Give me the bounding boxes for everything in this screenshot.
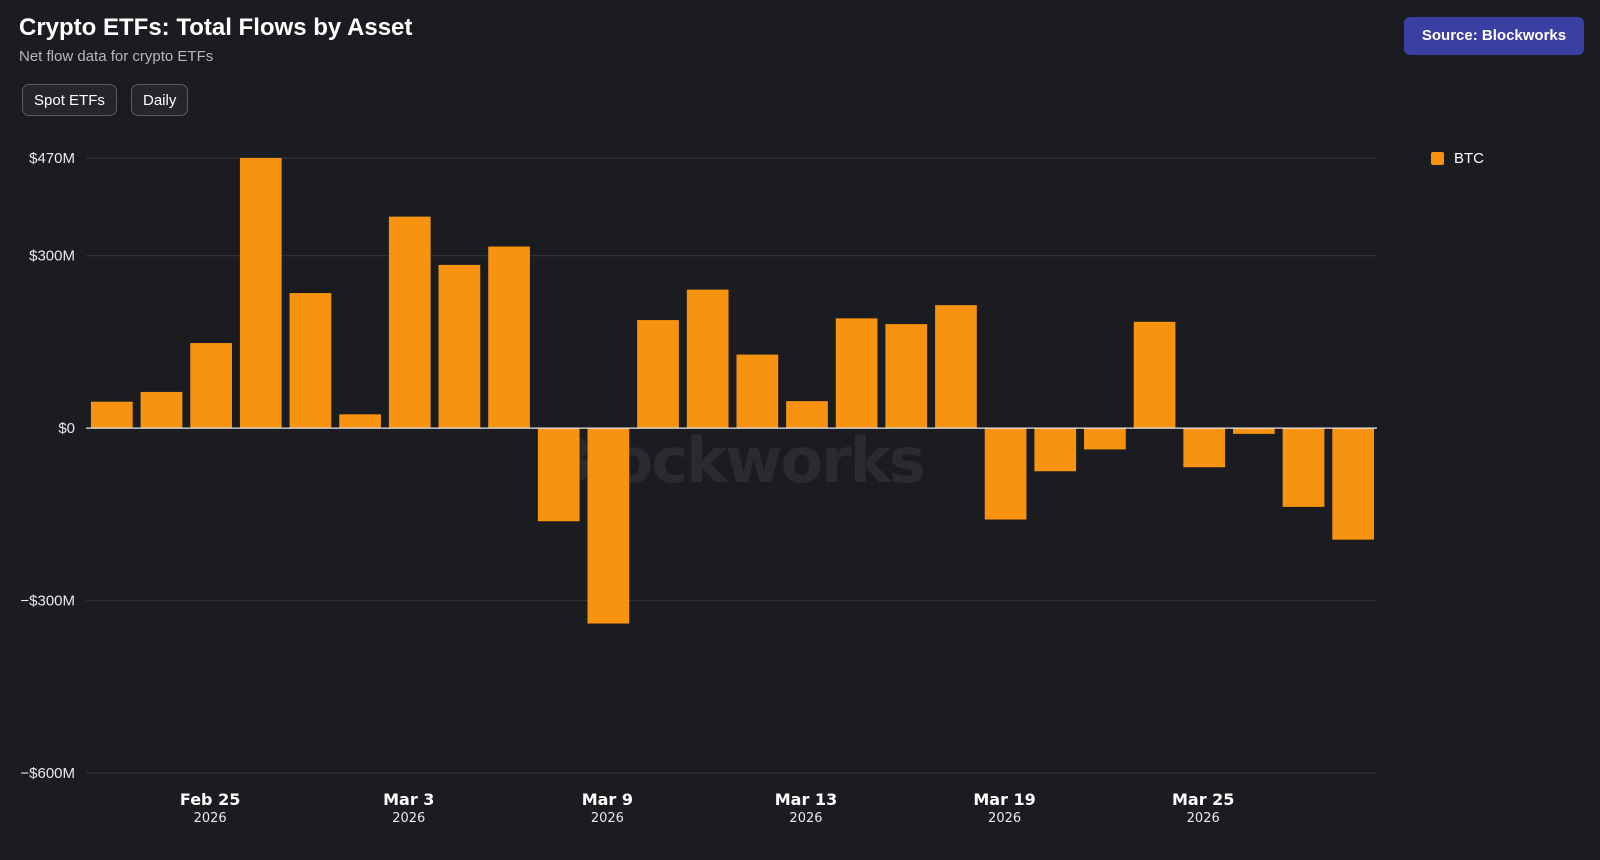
bar-btc[interactable] xyxy=(190,343,232,429)
x-tick-label: Feb 25 xyxy=(180,790,240,809)
bar-btc[interactable] xyxy=(140,391,183,429)
bar-btc[interactable] xyxy=(339,414,381,429)
grid-lines xyxy=(86,157,1377,774)
chart-title: Crypto ETFs: Total Flows by Asset xyxy=(19,14,413,41)
daily-interval-button[interactable]: Daily xyxy=(131,84,189,116)
bar-btc[interactable] xyxy=(537,428,580,522)
bar-btc[interactable] xyxy=(438,264,481,429)
y-tick-label: $0 xyxy=(58,420,75,437)
x-tick-year: 2026 xyxy=(194,811,227,826)
bar-btc[interactable] xyxy=(1133,321,1176,429)
bar-btc[interactable] xyxy=(835,318,878,429)
bar-btc[interactable] xyxy=(90,401,133,429)
y-tick-label: $300M xyxy=(29,248,75,265)
bar-btc[interactable] xyxy=(686,289,729,429)
x-tick-label: Mar 19 xyxy=(973,790,1035,809)
bars xyxy=(90,158,1375,624)
y-tick-label: −$600M xyxy=(20,765,75,782)
bar-btc[interactable] xyxy=(935,305,977,429)
spot-etfs-filter-button[interactable]: Spot ETFs xyxy=(22,84,117,116)
bar-btc[interactable] xyxy=(786,401,828,429)
bar-btc[interactable] xyxy=(1332,428,1375,540)
y-axis-labels: $470M $300M $0 −$300M −$600M xyxy=(20,150,75,782)
bar-btc[interactable] xyxy=(984,428,1027,520)
bar-btc[interactable] xyxy=(289,293,332,429)
x-axis-labels: Feb 25 2026 Mar 3 2026 Mar 9 2026 Mar 13 2026 Ma… xyxy=(180,790,1235,826)
bar-btc[interactable] xyxy=(1034,428,1077,472)
bar-btc[interactable] xyxy=(1084,428,1126,450)
x-tick-label: Mar 13 xyxy=(775,790,837,809)
x-tick-year: 2026 xyxy=(988,811,1021,826)
x-tick-year: 2026 xyxy=(789,811,822,826)
legend-label: BTC xyxy=(1454,150,1484,167)
bar-btc[interactable] xyxy=(637,320,679,429)
bar-btc[interactable] xyxy=(1183,428,1226,468)
bar-btc[interactable] xyxy=(1233,428,1275,434)
bar-btc[interactable] xyxy=(885,324,928,429)
bar-btc[interactable] xyxy=(488,246,530,429)
x-tick-label: Mar 3 xyxy=(383,790,434,809)
source-button[interactable]: Source: Blockworks xyxy=(1404,17,1584,55)
bar-btc[interactable] xyxy=(239,158,282,429)
x-tick-year: 2026 xyxy=(392,811,425,826)
bar-btc[interactable] xyxy=(1282,428,1325,507)
bar-btc[interactable] xyxy=(587,428,630,624)
y-tick-label: −$300M xyxy=(20,593,75,610)
x-tick-label: Mar 9 xyxy=(582,790,633,809)
x-tick-label: Mar 25 xyxy=(1172,790,1234,809)
legend-swatch xyxy=(1431,152,1444,165)
x-tick-year: 2026 xyxy=(591,811,624,826)
bar-btc[interactable] xyxy=(736,354,779,429)
chart-subtitle: Net flow data for crypto ETFs xyxy=(19,48,214,65)
x-tick-year: 2026 xyxy=(1187,811,1220,826)
bar-btc[interactable] xyxy=(388,216,431,429)
y-tick-label: $470M xyxy=(29,150,75,167)
legend-item-btc[interactable]: BTC xyxy=(1431,150,1484,167)
